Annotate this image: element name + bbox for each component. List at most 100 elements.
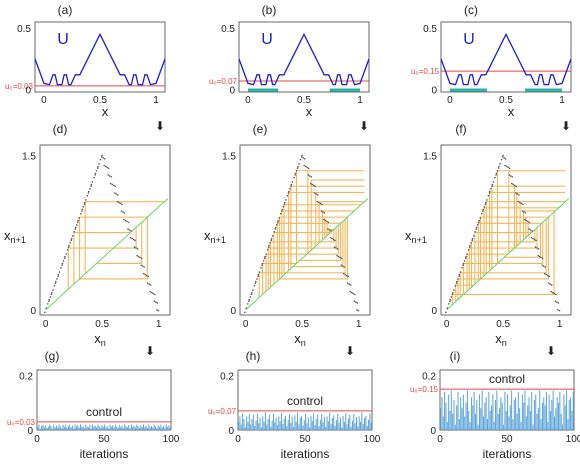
map-point	[482, 208, 485, 211]
map-point	[301, 154, 303, 157]
y-tick-label: 1.5	[222, 151, 236, 162]
potential-legend: U	[463, 31, 475, 48]
map-point	[119, 202, 122, 205]
map-point	[463, 260, 466, 262]
plot-frame	[237, 369, 373, 431]
map-point	[556, 301, 558, 303]
x-tick-label: 0	[34, 434, 40, 445]
x-tick-label: 1	[357, 95, 363, 106]
map-point	[344, 273, 347, 276]
y-axis-label: xn+1	[204, 228, 226, 245]
map-point	[482, 210, 484, 212]
map-point	[494, 176, 496, 179]
map-point	[314, 192, 316, 194]
y-tick-label: 0	[430, 426, 436, 437]
plot-frame	[238, 21, 370, 93]
map-point	[278, 217, 281, 219]
map-panel-0: (d) 0 0.5 1 0 1.5 xn xn+1 ⬇	[4, 122, 171, 358]
map-point	[281, 210, 283, 212]
x-axis-label: iterations	[80, 447, 129, 461]
x-tick-label: 50	[98, 434, 110, 445]
x-tick-label: 0	[447, 95, 453, 106]
map-point	[557, 302, 560, 304]
map-point	[290, 185, 292, 187]
x-tick-label: 0	[437, 434, 443, 445]
map-point	[470, 242, 472, 244]
map-point	[336, 254, 338, 257]
map-point	[68, 244, 70, 247]
x-tick-label: 50	[501, 434, 513, 445]
y-tick-label: 0.2	[19, 371, 33, 382]
map-point	[78, 217, 81, 219]
map-point	[513, 184, 516, 187]
map-point	[489, 190, 491, 193]
control-annotation: control	[86, 405, 122, 419]
map-point	[136, 248, 139, 250]
down-arrow-icon: ⬇	[359, 119, 369, 133]
map-point	[469, 244, 471, 247]
map-point	[304, 165, 307, 168]
map-point	[48, 300, 50, 302]
map-point	[261, 262, 264, 265]
map-points	[244, 154, 360, 314]
map-point	[340, 257, 343, 260]
map-point	[244, 311, 246, 314]
map-point	[57, 273, 60, 276]
map-point	[60, 267, 62, 269]
map-point	[131, 237, 133, 240]
map-point	[151, 291, 153, 294]
map-point	[491, 183, 494, 186]
map-point	[468, 246, 471, 248]
map-point	[147, 275, 150, 278]
y-axis-label: xn+1	[4, 228, 26, 245]
map-point	[77, 219, 80, 222]
map-point	[319, 202, 322, 205]
map-point	[542, 265, 545, 267]
map-point	[490, 187, 492, 190]
map-point	[557, 308, 559, 311]
x-axis-label: xn	[94, 331, 106, 348]
map-point	[545, 273, 548, 276]
x-tick-label: 0.5	[295, 319, 309, 330]
map-point	[270, 239, 273, 241]
map-point	[543, 272, 546, 275]
map-point	[275, 224, 278, 226]
map-point	[533, 238, 536, 241]
map-point	[459, 271, 462, 273]
map-point	[320, 210, 323, 212]
map-point	[93, 176, 95, 179]
map-point	[47, 303, 49, 305]
panel-label: (e)	[253, 122, 268, 136]
map-point	[488, 192, 491, 194]
map-point	[472, 235, 475, 237]
map-point	[302, 157, 304, 159]
map-point	[347, 275, 350, 278]
map-point	[256, 278, 258, 280]
map-point	[65, 253, 67, 255]
map-point	[96, 167, 99, 169]
map-point	[267, 246, 270, 248]
map-point	[532, 237, 534, 240]
map-point	[507, 166, 509, 169]
map-point	[135, 247, 137, 249]
map-point	[484, 203, 487, 205]
map-point	[495, 172, 498, 175]
map-point	[255, 280, 257, 283]
map-point	[279, 212, 282, 215]
map-point	[504, 158, 507, 160]
map-point	[448, 303, 450, 305]
map-point	[51, 291, 53, 294]
map-points	[44, 154, 160, 314]
map-point	[478, 219, 481, 222]
map-point	[524, 212, 527, 214]
map-point	[104, 165, 107, 168]
map-point	[500, 158, 503, 161]
map-point	[52, 289, 54, 291]
map-point	[465, 255, 467, 258]
map-point	[327, 221, 330, 224]
y-tick-label: 0	[25, 86, 31, 97]
threshold-label: u₀=0.03	[7, 418, 36, 427]
map-point	[303, 158, 306, 160]
y-tick-label: 0	[230, 306, 236, 317]
map-point	[133, 246, 136, 248]
